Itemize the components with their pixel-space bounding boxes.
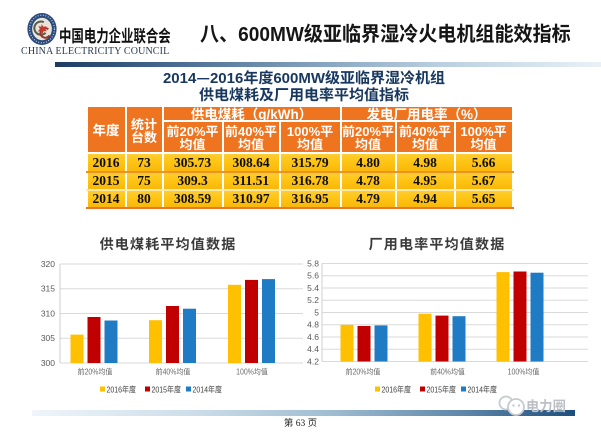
svg-text:320: 320 — [41, 259, 55, 269]
svg-text:厂用电率平均值数据: 厂用电率平均值数据 — [369, 234, 506, 254]
svg-text:5.6: 5.6 — [307, 271, 319, 281]
svg-text:300: 300 — [41, 358, 55, 368]
svg-text:2014年度: 2014年度 — [468, 384, 498, 396]
svg-text:前20%均值: 前20%均值 — [78, 366, 113, 378]
svg-text:5.8: 5.8 — [307, 258, 319, 268]
svg-text:4.8: 4.8 — [307, 320, 319, 330]
svg-text:100%均值: 100%均值 — [236, 366, 268, 378]
svg-text:前40%均值: 前40%均值 — [156, 366, 191, 378]
svg-text:5: 5 — [314, 307, 319, 317]
svg-text:2015年度: 2015年度 — [427, 384, 457, 396]
svg-text:4.2: 4.2 — [307, 356, 319, 366]
svg-text:前40%均值: 前40%均值 — [430, 366, 465, 378]
svg-text:2016年度: 2016年度 — [382, 384, 412, 396]
svg-text:2016年度: 2016年度 — [107, 384, 137, 396]
svg-text:2015年度: 2015年度 — [152, 384, 182, 396]
svg-text:310: 310 — [41, 308, 55, 318]
svg-text:前20%均值: 前20%均值 — [346, 366, 381, 378]
svg-text:5.4: 5.4 — [307, 283, 319, 293]
svg-text:4.6: 4.6 — [307, 332, 319, 342]
svg-text:100%均值: 100%均值 — [508, 366, 540, 378]
svg-text:2014年度: 2014年度 — [193, 384, 223, 396]
svg-text:5.2: 5.2 — [307, 295, 319, 305]
svg-text:4.4: 4.4 — [307, 344, 319, 354]
svg-text:305: 305 — [41, 333, 55, 343]
svg-text:供电煤耗平均值数据: 供电煤耗平均值数据 — [100, 234, 237, 254]
svg-text:315: 315 — [41, 284, 55, 294]
